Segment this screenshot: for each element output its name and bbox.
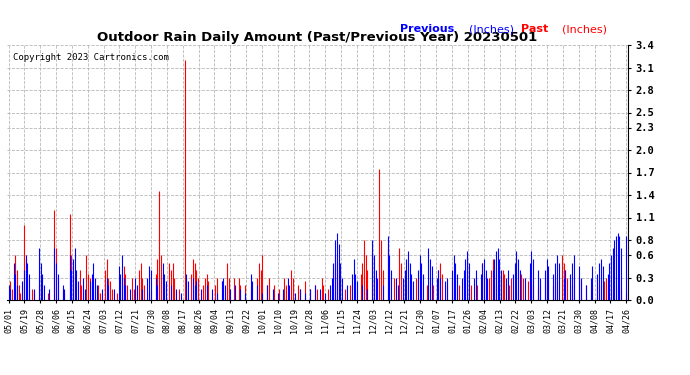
Text: (Inches): (Inches) xyxy=(562,24,607,34)
Text: Past: Past xyxy=(521,24,548,34)
Text: Previous: Previous xyxy=(400,24,455,34)
Text: Copyright 2023 Cartronics.com: Copyright 2023 Cartronics.com xyxy=(13,53,169,62)
Text: (Inches): (Inches) xyxy=(469,24,514,34)
Title: Outdoor Rain Daily Amount (Past/Previous Year) 20230501: Outdoor Rain Daily Amount (Past/Previous… xyxy=(97,31,538,44)
